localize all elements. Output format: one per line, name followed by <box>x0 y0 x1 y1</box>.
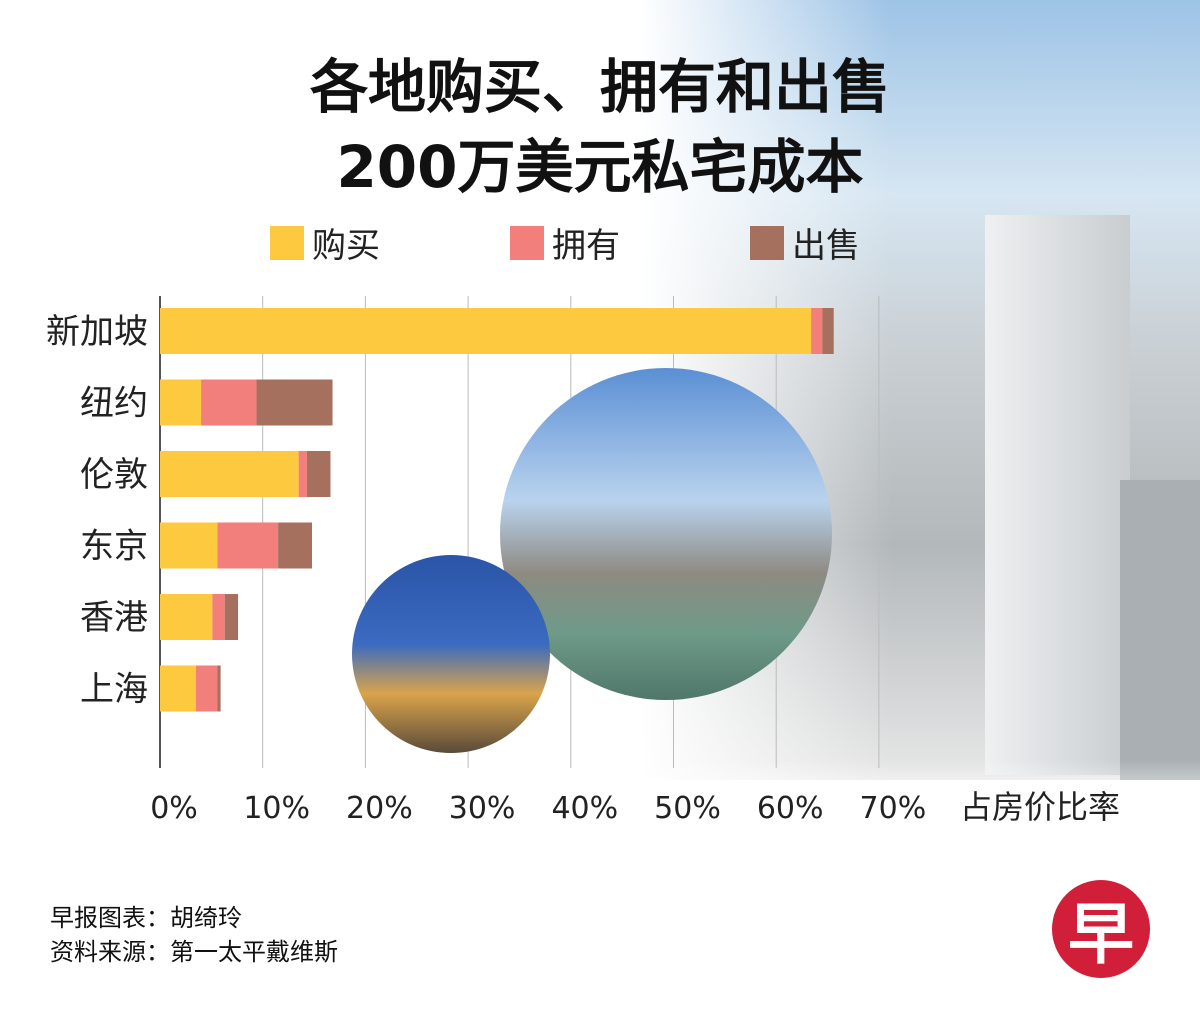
bar-segment <box>822 308 834 354</box>
bar-segment <box>160 594 213 640</box>
bar-segment <box>224 594 239 640</box>
legend-swatch <box>270 225 304 260</box>
title-line-2: 200万美元私宅成本 <box>336 133 864 201</box>
credit-graphic: 早报图表：胡绮玲 <box>50 904 242 932</box>
legend-label: 拥有 <box>552 226 620 266</box>
bar-segment <box>195 665 218 712</box>
legend-item-sell: 出售 <box>750 218 990 267</box>
bar-segment <box>160 451 299 497</box>
x-tick-label: 50% <box>654 791 721 826</box>
shanghai-photo <box>500 368 832 700</box>
bar-segment <box>217 665 221 712</box>
x-tick-label: 0% <box>150 791 198 826</box>
legend-swatch <box>510 225 544 260</box>
beijing-photo <box>352 555 550 753</box>
legend-item-own: 拥有 <box>510 218 750 267</box>
y-tick-label: 东京 <box>80 527 148 567</box>
x-tick-label: 60% <box>757 791 824 826</box>
zaobao-logo: 早 <box>1052 880 1150 978</box>
legend: 购买 拥有 出售 <box>270 218 990 267</box>
y-tick-label: 香港 <box>80 598 148 638</box>
y-tick-label: 伦敦 <box>80 455 148 495</box>
bar-segment <box>256 379 333 426</box>
credit-source: 资料来源：第一太平戴维斯 <box>50 938 338 966</box>
title-line-1: 各地购买、拥有和出售 <box>309 53 890 121</box>
y-tick-label: 上海 <box>80 670 148 710</box>
bar-segment <box>811 308 823 354</box>
bar-segment <box>160 522 218 569</box>
y-tick-label: 新加坡 <box>46 312 148 352</box>
x-tick-label: 10% <box>243 791 310 826</box>
x-tick-label: 30% <box>449 791 516 826</box>
bar-segment <box>278 522 312 569</box>
bar-segment <box>160 665 196 712</box>
y-tick-label: 纽约 <box>80 384 148 424</box>
legend-label: 购买 <box>312 226 380 266</box>
x-tick-label: 20% <box>346 791 413 826</box>
building-photo <box>1120 480 1200 780</box>
legend-item-buy: 购买 <box>270 218 510 267</box>
photo-fade <box>0 760 1200 820</box>
legend-label: 出售 <box>792 226 860 266</box>
bar-segment <box>201 379 257 426</box>
bar-segment <box>212 594 225 640</box>
x-tick-label: 40% <box>551 791 618 826</box>
x-tick-label: 70% <box>860 791 927 826</box>
bar-segment <box>217 522 279 569</box>
bar-segment <box>160 308 812 354</box>
legend-swatch <box>750 225 784 260</box>
building-photo <box>985 215 1130 775</box>
bar-segment <box>298 451 307 497</box>
bar-segment <box>306 451 331 497</box>
bar-segment <box>160 379 202 426</box>
x-axis-label: 占房价比率 <box>960 788 1120 826</box>
